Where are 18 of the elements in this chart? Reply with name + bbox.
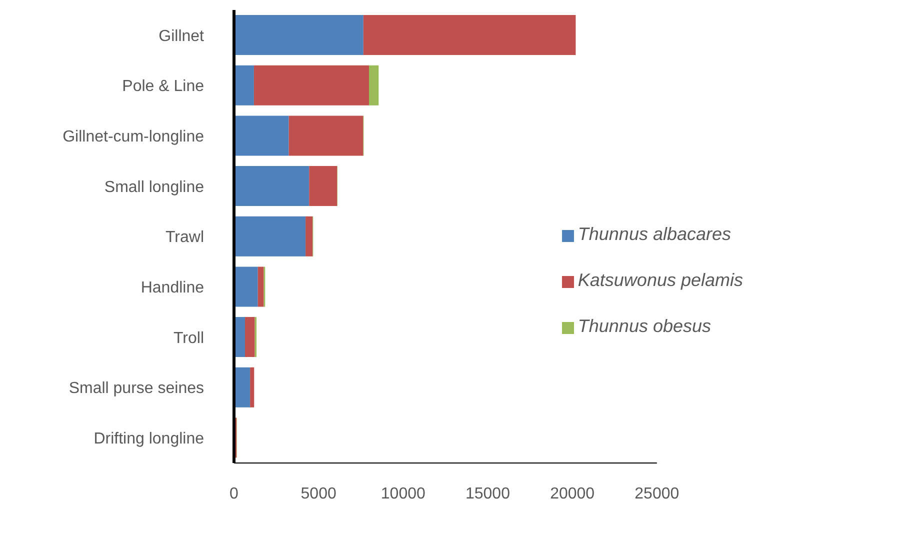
y-tick-label: Small purse seines [68, 380, 204, 398]
x-tick-label: 20000 [550, 485, 595, 502]
y-tick-label: Small longline [104, 178, 204, 196]
y-tick-label: Drifting longline [94, 430, 204, 448]
y-tick-label: Gillnet [158, 28, 205, 45]
y-tick-label: Gillnet-cum-longline [62, 128, 204, 146]
legend-label: Thunnus albacares [578, 224, 732, 244]
legend-label: Thunnus obesus [578, 316, 711, 336]
y-tick-label: Trawl [165, 229, 204, 246]
x-tick-label: 15000 [465, 485, 510, 502]
y-tick-label: Handline [140, 280, 204, 297]
y-tick-label: Pole & Line [122, 78, 204, 96]
x-tick-label: 0 [230, 485, 239, 502]
x-tick-label: 5000 [300, 485, 336, 502]
legend-label: Katsuwonus pelamis [578, 270, 743, 290]
y-tick-label: Troll [173, 330, 204, 347]
x-tick-label: 25000 [634, 485, 680, 502]
x-tick-label: 10000 [380, 485, 426, 502]
